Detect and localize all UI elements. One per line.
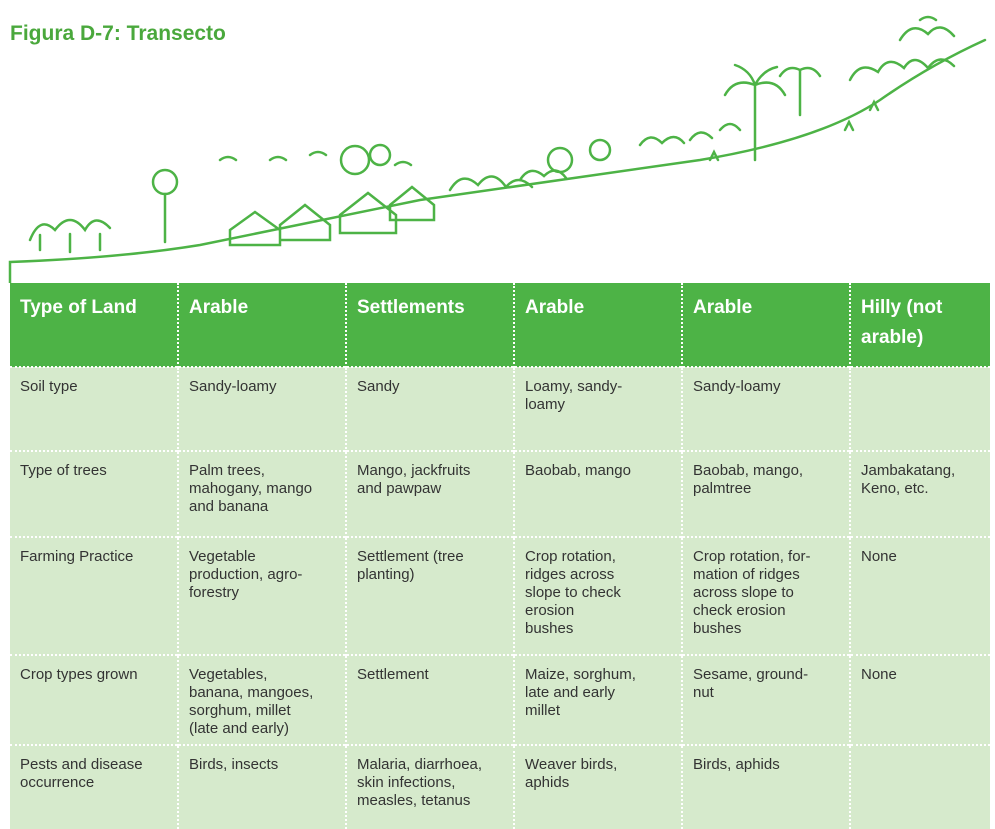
table-cell: Settlement [345,654,514,745]
table-cell: Loamy, sandy- loamy [513,366,682,451]
header-cell: Arable [177,283,346,367]
transect-table: Type of Land Arable Settlements Arable Arabl… [10,283,990,829]
table-cell: Settlement (tree planting) [345,536,514,655]
header-cell: Arable [513,283,682,367]
row-label: Type of trees [10,450,178,537]
row-label: Crop types grown [10,654,178,745]
table-row: Crop types grown Vegetables, banana, mang… [10,654,990,745]
table-row: Soil type Sandy-loamy Sandy Loamy, sandy- l… [10,366,990,451]
row-label: Pests and disease occurrence [10,744,178,829]
header-cell: Type of Land [10,283,178,367]
table-cell: None [849,654,990,745]
table-cell: None [849,536,990,655]
table-cell: Crop rotation, ridges across slope to ch… [513,536,682,655]
table-cell: Vegetables, banana, mangoes, sorghum, mi… [177,654,346,745]
table-cell [849,744,990,829]
table-cell: Malaria, diarrhoea, skin infections, mea… [345,744,514,829]
table-cell: Birds, aphids [681,744,850,829]
table-cell: Jambakatang, Keno, etc. [849,450,990,537]
table-row: Farming Practice Vegetable production, ag… [10,536,990,655]
table-cell: Baobab, mango, palmtree [681,450,850,537]
table-row: Type of trees Palm trees, mahogany, mango… [10,450,990,537]
header-row: Type of Land Arable Settlements Arable Arabl… [10,283,990,367]
table-cell: Sandy-loamy [681,366,850,451]
table-cell: Baobab, mango [513,450,682,537]
table-cell: Mango, jackfruits and pawpaw [345,450,514,537]
figure-title: Figura D-7: Transecto [10,22,226,45]
table-cell: Sesame, ground- nut [681,654,850,745]
table-row: Pests and disease occurrence Birds, insec… [10,744,990,829]
table-cell: Crop rotation, for- mation of ridges acr… [681,536,850,655]
table-cell [849,366,990,451]
row-label: Farming Practice [10,536,178,655]
table-cell: Maize, sorghum, late and early millet [513,654,682,745]
header-cell: Arable [681,283,850,367]
row-label: Soil type [10,366,178,451]
table-cell: Sandy-loamy [177,366,346,451]
table-cell: Vegetable production, agro- forestry [177,536,346,655]
table-body: Soil type Sandy-loamy Sandy Loamy, sandy- l… [10,366,990,829]
table-cell: Weaver birds, aphids [513,744,682,829]
table-cell: Sandy [345,366,514,451]
table-cell: Palm trees, mahogany, mango and banana [177,450,346,537]
header-cell: Settlements [345,283,514,367]
table-cell: Birds, insects [177,744,346,829]
header-cell: Hilly (not arable) [849,283,990,367]
landscape-drawing [8,15,987,283]
